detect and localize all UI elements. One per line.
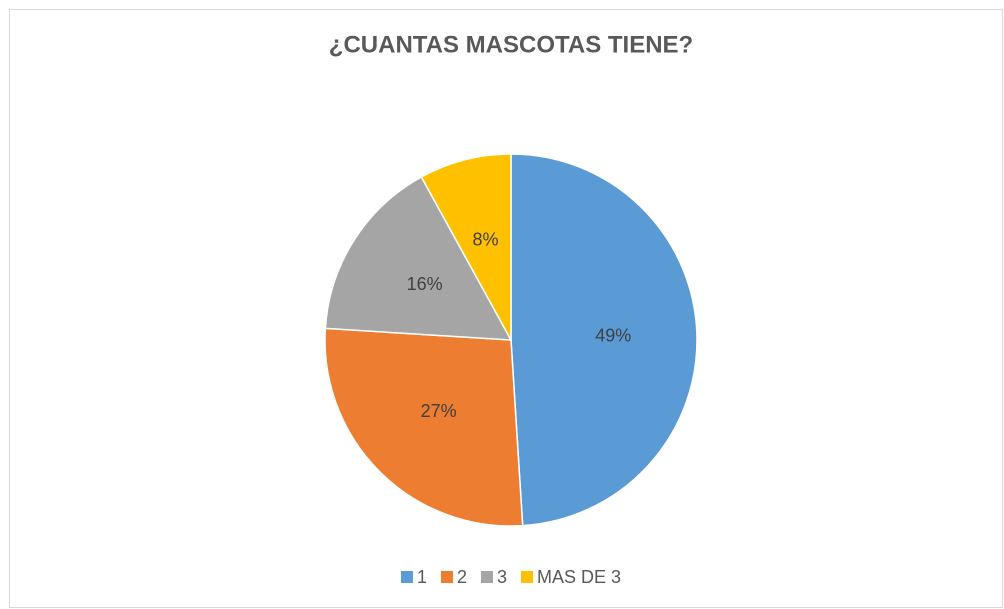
data-label: 8% [473, 230, 499, 250]
chart-title: ¿CUANTAS MASCOTAS TIENE? [329, 31, 693, 58]
legend-swatch [480, 571, 493, 583]
legend-label: MAS DE 3 [537, 567, 621, 587]
pie-slice [324, 327, 524, 527]
pie-slice [324, 175, 513, 341]
pie-slice [510, 153, 698, 527]
data-label: 27% [421, 401, 457, 421]
data-label: 16% [407, 274, 443, 294]
data-label: 49% [595, 326, 631, 346]
legend-swatch [440, 571, 453, 583]
legend-label: 1 [417, 567, 427, 587]
legend-label: 3 [497, 567, 507, 587]
legend-swatch [521, 571, 534, 583]
legend-label: 2 [457, 567, 467, 587]
pie-slice [420, 153, 512, 341]
legend-swatch [400, 571, 413, 583]
